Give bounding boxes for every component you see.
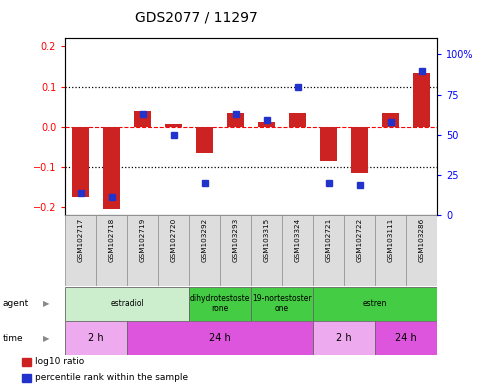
Text: GSM102719: GSM102719: [140, 218, 146, 262]
Text: 24 h: 24 h: [395, 333, 417, 343]
Text: estradiol: estradiol: [110, 299, 144, 308]
Bar: [251, 215, 282, 286]
Bar: [344, 215, 375, 286]
Text: GSM103111: GSM103111: [388, 218, 394, 262]
Bar: [165, 124, 182, 127]
Bar: [406, 215, 437, 286]
Text: GSM102721: GSM102721: [326, 218, 332, 262]
Bar: [227, 114, 244, 127]
Text: ▶: ▶: [43, 299, 49, 308]
Bar: [127, 321, 313, 355]
Bar: [22, 358, 31, 366]
Text: 24 h: 24 h: [209, 333, 231, 343]
Bar: [196, 127, 213, 153]
Bar: [65, 321, 127, 355]
Text: GSM103286: GSM103286: [419, 218, 425, 262]
Bar: [382, 113, 399, 127]
Text: GSM102720: GSM102720: [170, 218, 177, 262]
Text: GSM102718: GSM102718: [109, 218, 114, 262]
Bar: [413, 73, 430, 127]
Bar: [127, 215, 158, 286]
Bar: [96, 215, 127, 286]
Bar: [351, 127, 368, 173]
Bar: [65, 287, 189, 321]
Bar: [134, 111, 151, 127]
Bar: [189, 215, 220, 286]
Text: GSM102722: GSM102722: [356, 218, 363, 262]
Bar: [189, 287, 251, 321]
Bar: [282, 215, 313, 286]
Bar: [313, 287, 437, 321]
Bar: [251, 287, 313, 321]
Bar: [65, 215, 96, 286]
Bar: [72, 127, 89, 197]
Text: 2 h: 2 h: [88, 333, 104, 343]
Text: 2 h: 2 h: [336, 333, 352, 343]
Text: GSM103292: GSM103292: [202, 218, 208, 262]
Text: GSM102717: GSM102717: [78, 218, 84, 262]
Text: GSM103315: GSM103315: [264, 218, 270, 262]
Bar: [375, 321, 437, 355]
Bar: [103, 127, 120, 209]
Text: log10 ratio: log10 ratio: [35, 357, 84, 366]
Bar: [313, 321, 375, 355]
Bar: [289, 114, 306, 127]
Bar: [158, 215, 189, 286]
Bar: [320, 127, 337, 161]
Bar: [22, 374, 31, 382]
Text: estren: estren: [363, 299, 387, 308]
Text: time: time: [2, 334, 23, 343]
Text: percentile rank within the sample: percentile rank within the sample: [35, 373, 188, 382]
Text: dihydrotestoste
rone: dihydrotestoste rone: [190, 294, 250, 313]
Text: GSM103293: GSM103293: [233, 218, 239, 262]
Text: agent: agent: [2, 299, 28, 308]
Text: GDS2077 / 11297: GDS2077 / 11297: [135, 11, 258, 25]
Bar: [313, 215, 344, 286]
Bar: [258, 121, 275, 127]
Bar: [375, 215, 406, 286]
Bar: [220, 215, 251, 286]
Text: GSM103324: GSM103324: [295, 218, 300, 262]
Text: 19-nortestoster
one: 19-nortestoster one: [252, 294, 312, 313]
Text: ▶: ▶: [43, 334, 49, 343]
